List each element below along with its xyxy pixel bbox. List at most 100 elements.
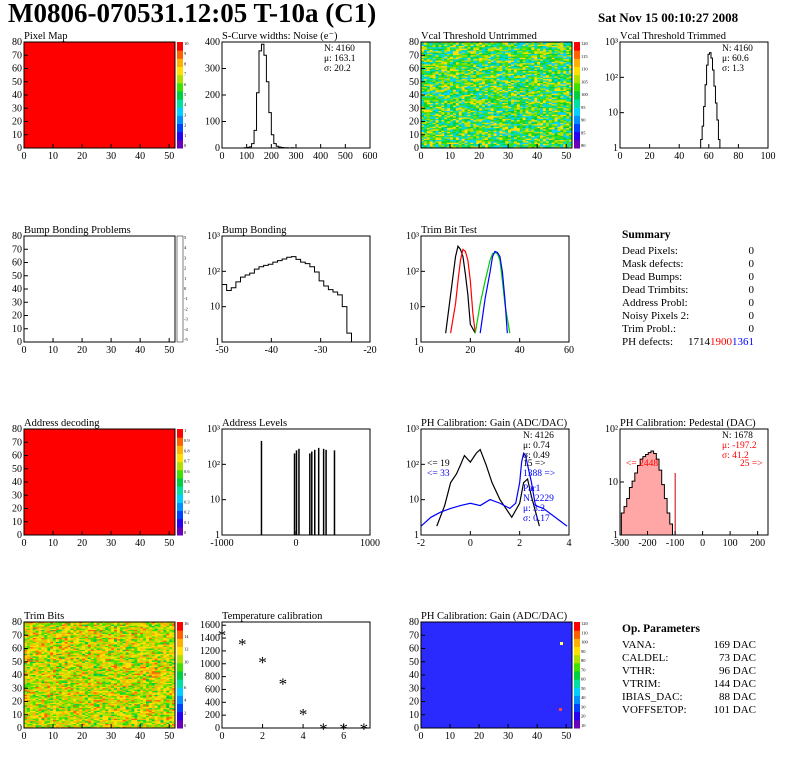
map-cell	[487, 120, 491, 122]
map-cell	[435, 68, 439, 71]
map-cell	[522, 71, 526, 73]
map-cell	[432, 117, 436, 120]
map-cell	[458, 114, 462, 117]
map-cell	[542, 124, 547, 126]
map-cell	[490, 98, 494, 101]
map-cell	[551, 77, 555, 80]
map-cell	[519, 61, 523, 64]
map-cell	[551, 47, 555, 49]
map-cell	[476, 117, 480, 120]
map-cell	[490, 133, 494, 136]
map-cell	[490, 134, 494, 137]
map-cell	[458, 52, 462, 55]
map-cell	[542, 130, 547, 133]
map-cell	[563, 120, 567, 122]
map-cell	[490, 95, 494, 97]
map-cell	[557, 140, 561, 142]
map-cell	[470, 73, 474, 76]
map-cell	[467, 48, 471, 51]
map-cell	[467, 140, 471, 142]
map-cell	[490, 137, 494, 140]
map-cell	[464, 72, 468, 75]
map-cell	[528, 52, 532, 55]
map-cell	[525, 43, 529, 45]
map-cell	[554, 81, 558, 84]
map-cell	[540, 73, 544, 76]
map-cell	[487, 64, 491, 67]
map-cell	[73, 623, 77, 625]
map-cell	[505, 95, 509, 97]
map-cell	[534, 91, 538, 93]
map-cell	[511, 105, 515, 108]
map-cell	[516, 64, 521, 67]
map-cell	[455, 133, 460, 136]
map-cell	[566, 93, 570, 96]
map-cell	[429, 124, 433, 126]
map-cell	[513, 48, 518, 51]
map-cell	[461, 76, 465, 79]
map-cell	[499, 106, 503, 109]
map-cell	[560, 95, 564, 97]
map-cell	[441, 145, 445, 147]
map-cell	[531, 79, 535, 81]
map-cell	[470, 125, 474, 128]
map-cell	[505, 77, 509, 80]
map-cell	[452, 133, 457, 136]
map-cell	[560, 141, 564, 143]
map-cell	[166, 628, 170, 631]
map-cell	[566, 52, 570, 55]
map-cell	[560, 89, 564, 92]
map-cell	[421, 132, 425, 134]
map-cell	[438, 133, 442, 136]
map-cell	[447, 92, 451, 94]
map-cell	[426, 145, 431, 147]
map-cell	[452, 71, 457, 73]
color-bar-segment	[574, 115, 580, 125]
map-cell	[534, 112, 538, 114]
map-cell	[450, 87, 454, 89]
map-cell	[470, 129, 474, 132]
x-tick-label: 10	[48, 345, 58, 356]
map-cell	[542, 85, 547, 88]
map-cell	[432, 57, 436, 60]
map-cell	[554, 68, 558, 71]
map-cell	[479, 72, 483, 75]
map-cell	[450, 71, 454, 73]
map-cell	[423, 125, 428, 128]
map-cell	[24, 623, 28, 625]
map-cell	[426, 140, 431, 142]
map-cell	[455, 56, 460, 59]
map-cell	[540, 132, 544, 134]
map-cell	[487, 80, 491, 83]
map-cell	[505, 93, 509, 96]
map-cell	[534, 137, 538, 140]
map-cell	[461, 53, 465, 56]
map-cell	[421, 108, 425, 110]
map-cell	[444, 69, 448, 72]
map-cell	[479, 110, 483, 113]
map-cell	[537, 113, 541, 116]
color-bar-segment	[574, 82, 580, 92]
map-cell	[455, 112, 460, 114]
map-cell	[455, 138, 460, 141]
map-cell	[569, 128, 573, 130]
map-cell	[70, 622, 74, 624]
map-cell	[438, 60, 442, 63]
map-cell	[563, 137, 567, 140]
map-cell	[438, 120, 442, 122]
map-cell	[525, 110, 529, 113]
map-cell	[511, 68, 515, 71]
map-cell	[464, 101, 468, 104]
map-cell	[493, 109, 497, 112]
map-cell	[432, 105, 436, 108]
map-cell	[429, 84, 433, 87]
map-cell	[455, 102, 460, 105]
map-cell	[522, 145, 526, 147]
map-cell	[44, 625, 48, 628]
map-cell	[479, 104, 483, 106]
map-cell	[435, 48, 439, 51]
map-cell	[476, 109, 480, 112]
map-cell	[511, 141, 515, 143]
z-tick-label: 2	[184, 266, 186, 271]
map-cell	[522, 77, 526, 80]
